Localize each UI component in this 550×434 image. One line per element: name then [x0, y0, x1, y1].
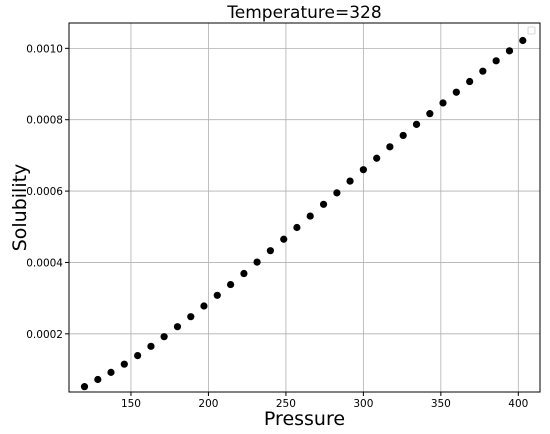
data-point — [359, 166, 367, 174]
data-point — [280, 235, 288, 243]
x-tick-label: 400 — [508, 398, 528, 410]
data-point — [492, 57, 500, 65]
x-tick-label: 350 — [431, 398, 451, 410]
data-point — [346, 177, 354, 185]
x-tick-label: 250 — [276, 398, 296, 410]
data-point — [120, 360, 128, 368]
data-point — [213, 291, 221, 299]
x-tick-label: 150 — [121, 398, 141, 410]
data-point — [319, 200, 328, 208]
x-tick-label: 200 — [198, 398, 218, 410]
data-point — [439, 99, 447, 107]
data-point — [479, 67, 487, 75]
data-point — [306, 212, 314, 220]
data-point — [80, 383, 89, 391]
grid-layer — [69, 23, 540, 392]
y-tick-label: 0.0010 — [26, 43, 63, 55]
data-point — [173, 323, 182, 331]
data-point — [226, 280, 235, 289]
y-tick-label: 0.0006 — [26, 186, 63, 198]
data-point — [94, 375, 102, 384]
data-point — [373, 154, 381, 162]
data-point — [412, 120, 421, 128]
data-point — [505, 47, 514, 55]
x-tick-label: 300 — [353, 398, 373, 410]
y-tick-label: 0.0004 — [26, 257, 63, 269]
data-point — [200, 302, 208, 310]
x-axis-label: Pressure — [264, 408, 345, 430]
y-tick-label: 0.0002 — [26, 329, 63, 341]
y-tick-label: 0.0008 — [26, 115, 63, 127]
data-point — [240, 269, 248, 278]
data-point — [426, 110, 434, 118]
data-point — [452, 88, 460, 96]
points-layer — [80, 36, 527, 391]
data-point — [386, 143, 394, 151]
legend-box — [527, 26, 536, 35]
data-point — [519, 36, 527, 45]
data-point — [293, 223, 301, 232]
data-point — [107, 368, 115, 376]
data-point — [266, 247, 275, 255]
data-point — [160, 333, 168, 341]
data-point — [253, 258, 261, 266]
data-point — [333, 189, 341, 197]
y-axis-label: Solubility — [9, 164, 31, 252]
data-point — [134, 351, 142, 360]
data-point — [399, 131, 407, 140]
ticks-layer: 150 200 250 300 350 400 0.0002 0.0004 0.0006 0.00… — [26, 43, 528, 410]
chart-title: Temperature=328 — [226, 3, 381, 23]
plot-frame — [68, 22, 541, 393]
data-point — [187, 313, 195, 321]
data-point — [147, 342, 155, 350]
data-point — [466, 77, 474, 86]
